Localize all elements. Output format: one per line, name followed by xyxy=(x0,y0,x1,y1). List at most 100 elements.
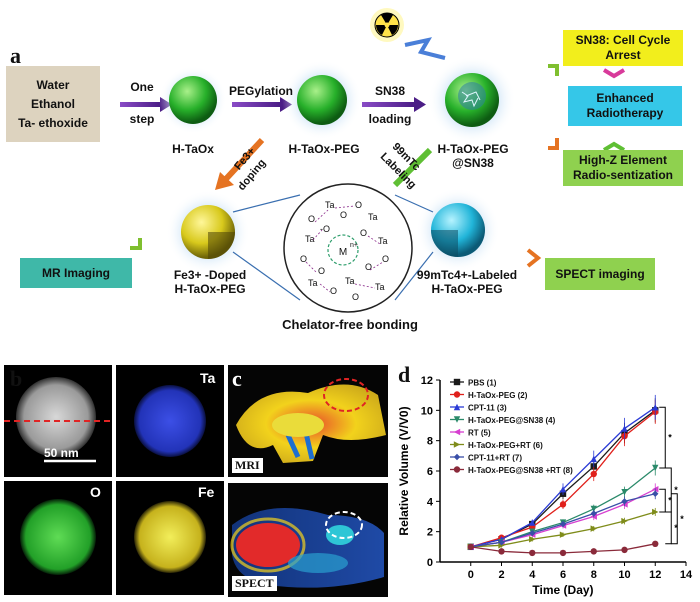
series-7 xyxy=(467,488,659,551)
data-point xyxy=(453,416,461,423)
data-point xyxy=(590,548,597,555)
arrow-sn38-loading xyxy=(362,97,426,112)
fe-label: Fe xyxy=(198,484,215,500)
svg-text:Ta: Ta xyxy=(345,276,355,286)
x-tick-label: 4 xyxy=(529,569,536,581)
x-tick-label: 0 xyxy=(468,569,474,581)
x-tick-label: 14 xyxy=(680,569,693,581)
data-point xyxy=(529,549,536,557)
data-point xyxy=(529,529,536,537)
chevron-icon xyxy=(602,68,626,79)
significance-star: * xyxy=(668,433,672,443)
label-loading: loading xyxy=(368,112,412,126)
data-point xyxy=(498,548,505,555)
precursor-box: Water Ethanol Ta- ethoxide xyxy=(6,66,100,142)
spect-tumor-circle xyxy=(325,511,363,539)
data-point xyxy=(529,536,536,543)
svg-text:O: O xyxy=(352,292,359,302)
legend-label: CPT-11 (3) xyxy=(468,404,507,413)
svg-text:Ta: Ta xyxy=(368,212,378,222)
significance-star: * xyxy=(680,514,684,524)
panel-b-letter: b xyxy=(10,366,23,391)
significance-bracket xyxy=(659,406,666,469)
fe-map xyxy=(134,501,206,573)
series-8 xyxy=(467,540,659,557)
lightning-icon xyxy=(404,37,446,60)
data-point xyxy=(590,525,597,532)
data-point xyxy=(453,466,461,473)
data-point xyxy=(621,546,628,554)
svg-text:Ta: Ta xyxy=(308,278,318,288)
label-htaox: H-TaOx xyxy=(172,142,214,156)
precursor-ta-ethoxide: Ta- ethoxide xyxy=(18,115,88,130)
svg-text:O: O xyxy=(300,254,307,264)
svg-text:Ta: Ta xyxy=(378,236,388,246)
data-point xyxy=(453,428,461,436)
o-map xyxy=(20,499,96,575)
precursor-ethanol: Ethanol xyxy=(31,96,75,111)
label-fe-doped-line2: H-TaOx-PEG xyxy=(174,282,246,296)
x-tick-label: 6 xyxy=(560,569,566,581)
data-point xyxy=(559,549,567,557)
label-step: step xyxy=(129,112,155,126)
scale-bar-label: 50 nm xyxy=(44,446,79,460)
radiotherapy-line1: Enhanced xyxy=(596,91,654,105)
significance-star: * xyxy=(674,485,678,495)
significance-star: * xyxy=(668,496,672,506)
data-point xyxy=(559,531,567,538)
radiotherapy-line2: Radiotherapy xyxy=(586,106,664,120)
y-tick-label: 6 xyxy=(427,466,433,478)
x-tick-label: 2 xyxy=(498,569,504,581)
arrow-tc-labeling xyxy=(392,147,433,188)
high-z-box: High-Z Element Radio-sentization xyxy=(563,150,683,186)
label-htaox-peg-sn38-line1: H-TaOx-PEG xyxy=(437,142,509,156)
data-point xyxy=(453,453,461,461)
significance-bracket xyxy=(665,511,672,545)
svg-text:-O: -O xyxy=(320,224,330,234)
svg-text:Ta: Ta xyxy=(305,234,315,244)
data-point xyxy=(621,489,628,496)
ta-map xyxy=(134,385,206,457)
chevron-icon xyxy=(130,238,142,250)
legend-label: RT (5) xyxy=(468,429,491,438)
data-point xyxy=(559,501,567,508)
y-tick-label: 8 xyxy=(427,436,433,448)
data-point xyxy=(590,470,597,478)
label-pegylation: PEGylation xyxy=(228,84,293,98)
panel-a-letter: a xyxy=(10,43,21,68)
chevron-icon xyxy=(548,138,559,150)
significance-bracket xyxy=(659,488,666,513)
legend-label: H-TaOx-PEG@SN38 (4) xyxy=(468,416,556,425)
y-tick-label: 10 xyxy=(421,405,433,417)
data-point xyxy=(621,517,628,525)
data-point xyxy=(453,441,461,448)
nanoshell-htaox-peg xyxy=(297,75,347,125)
cell-cycle-line2: Arrest xyxy=(605,48,641,62)
chevron-icon xyxy=(526,248,542,268)
significance-bracket xyxy=(671,493,678,545)
svg-text:O: O xyxy=(355,200,362,210)
label-htaox-peg: H-TaOx-PEG xyxy=(288,142,360,156)
data-point xyxy=(498,539,505,546)
label-htaox-peg-sn38-line2: @SN38 xyxy=(452,156,494,170)
data-point xyxy=(467,543,474,551)
data-point xyxy=(652,540,659,547)
legend-label: H-TaOx-PEG+RT (6) xyxy=(468,441,543,450)
y-tick-label: 0 xyxy=(427,557,433,569)
svg-text:Ta: Ta xyxy=(375,282,385,292)
nanoshell-htaox xyxy=(169,76,217,124)
label-sn38: SN38 xyxy=(374,84,406,98)
label-tc-labeled-line1: 99mTc4+-Labeled xyxy=(416,268,518,282)
legend-label: PBS (1) xyxy=(468,379,497,388)
data-point xyxy=(590,505,597,513)
x-tick-label: 12 xyxy=(649,569,661,581)
svg-text:n+: n+ xyxy=(350,242,358,249)
arrow-fe-doping xyxy=(215,137,265,190)
panel-c-letter: c xyxy=(232,366,242,391)
svg-text:M: M xyxy=(339,247,347,258)
cell-cycle-box: SN38: Cell Cycle Arrest xyxy=(563,30,683,66)
tumor-growth-chart: 0 2 4 6 8 10 12 14 0 2 4 6 8 10 12 Time (Day) Relative V… xyxy=(397,375,693,597)
y-tick-label: 4 xyxy=(427,496,434,508)
data-point xyxy=(652,490,659,497)
svg-text:O: O xyxy=(340,210,347,220)
